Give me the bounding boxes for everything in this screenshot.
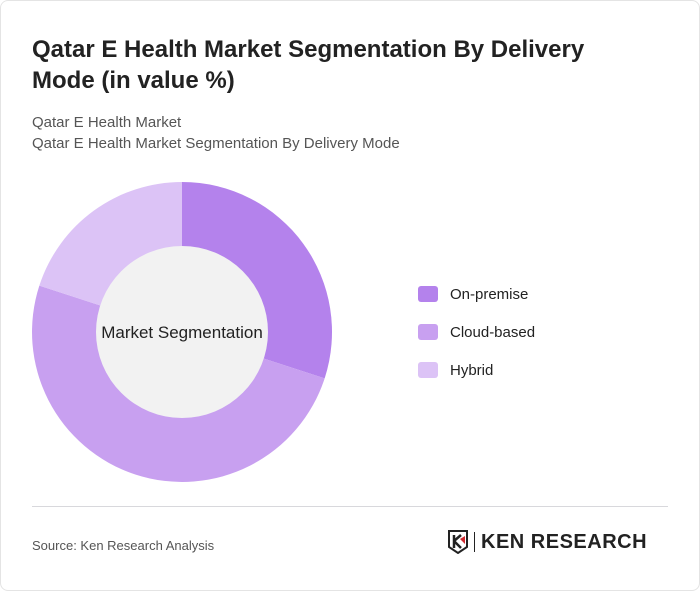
source-note: Source: Ken Research Analysis xyxy=(32,538,215,553)
donut-hole xyxy=(96,246,268,418)
legend-item-on-premise[interactable]: On-premise xyxy=(418,284,535,304)
footer-divider xyxy=(32,506,668,507)
center-label: Market Segmentation xyxy=(101,323,263,342)
legend-item-hybrid[interactable]: Hybrid xyxy=(418,360,535,380)
logo-separator xyxy=(474,532,475,552)
legend-swatch xyxy=(418,324,438,340)
ken-logo-icon xyxy=(448,530,468,554)
subtitle-market: Qatar E Health Market xyxy=(32,114,182,131)
ken-research-logo: KEN RESEARCH xyxy=(448,530,647,554)
legend-swatch xyxy=(418,362,438,378)
chart-title: Qatar E Health Market Segmentation By De… xyxy=(32,36,585,94)
legend-label: On-premise xyxy=(450,285,529,303)
legend-swatch xyxy=(418,286,438,302)
logo-text: KEN RESEARCH xyxy=(481,530,648,553)
legend-label: Cloud-based xyxy=(450,323,536,341)
legend: On-premise Cloud-based Hybrid xyxy=(418,284,535,398)
subtitle-segmentation: Qatar E Health Market Segmentation By De… xyxy=(32,135,400,152)
legend-item-cloud-based[interactable]: Cloud-based xyxy=(418,322,535,342)
legend-label: Hybrid xyxy=(450,361,494,379)
